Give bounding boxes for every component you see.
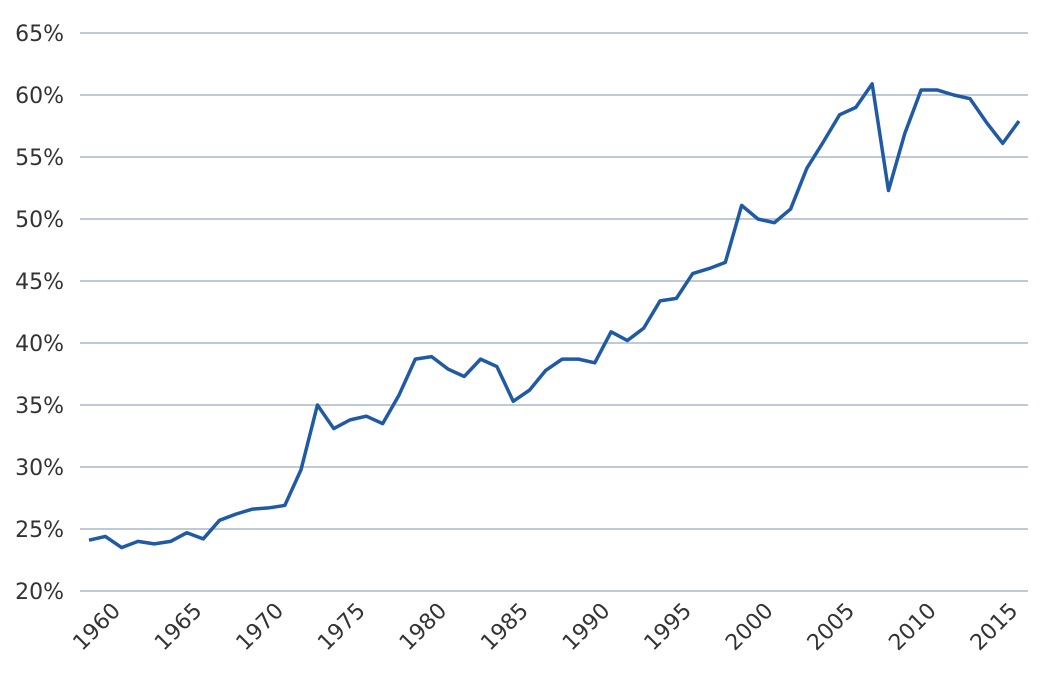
x-tick-label: 1980 bbox=[395, 599, 452, 656]
y-tick-label: 25% bbox=[15, 518, 64, 543]
x-tick-label: 2000 bbox=[721, 599, 778, 656]
x-tick-label: 1990 bbox=[558, 599, 615, 656]
x-tick-label: 1995 bbox=[640, 599, 697, 656]
line bbox=[88, 82, 1021, 550]
y-tick-label: 30% bbox=[15, 456, 64, 481]
y-tick-label: 40% bbox=[15, 332, 64, 357]
y-tick-label: 55% bbox=[15, 146, 64, 171]
x-tick-label: 1970 bbox=[232, 599, 289, 656]
y-tick-label: 65% bbox=[15, 22, 64, 47]
x-tick-label: 1960 bbox=[69, 599, 126, 656]
x-tick-label: 1985 bbox=[476, 599, 533, 656]
y-tick-label: 20% bbox=[15, 580, 64, 605]
x-tick-label: 1975 bbox=[313, 599, 370, 656]
x-tick-label: 1965 bbox=[150, 599, 207, 656]
x-tick-label: 2005 bbox=[803, 599, 860, 656]
x-tick-label: 2015 bbox=[966, 599, 1023, 656]
y-tick-label: 50% bbox=[15, 208, 64, 233]
y-tick-label: 60% bbox=[15, 84, 64, 109]
x-tick-label: 2010 bbox=[884, 599, 941, 656]
y-tick-label: 45% bbox=[15, 270, 64, 295]
y-tick-label: 35% bbox=[15, 394, 64, 419]
